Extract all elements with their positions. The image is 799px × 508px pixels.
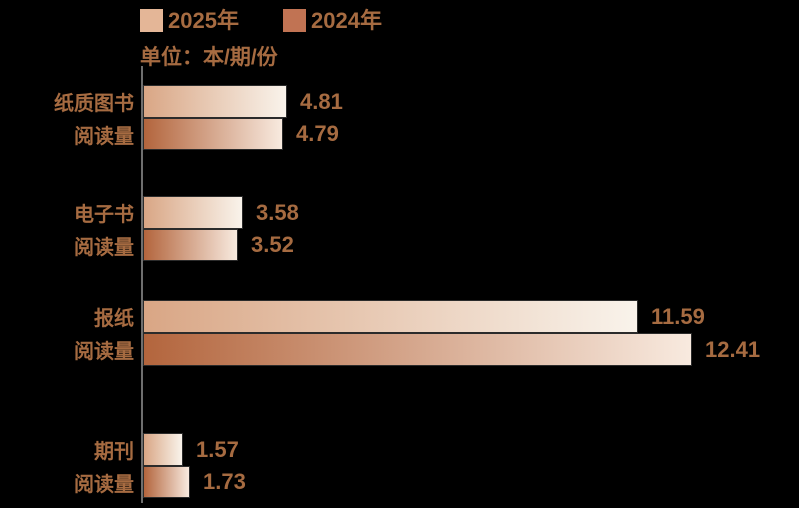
value-label-1-2025: 3.58 bbox=[256, 199, 299, 225]
value-label-1-2024: 3.52 bbox=[251, 232, 294, 257]
category-subname-2: 阅读量 bbox=[74, 341, 134, 363]
bar-row-2-2024: 12.41 bbox=[143, 333, 760, 366]
category-name-3: 期刊 bbox=[94, 441, 134, 463]
category-subname-3: 阅读量 bbox=[74, 473, 134, 496]
value-label-2-2024: 12.41 bbox=[705, 336, 761, 362]
bar-row-1-2025: 3.58 bbox=[143, 196, 299, 229]
bar-row-3-2024: 1.73 bbox=[143, 466, 246, 498]
category-label-1: 电子书 阅读量 bbox=[0, 196, 134, 261]
category-label-2: 报纸阅读量 bbox=[0, 300, 134, 366]
bar-group-3: 期刊阅读量 1.57 1.73 bbox=[0, 433, 799, 498]
unit-label: 单位：本/期/份 bbox=[140, 46, 278, 69]
bar-3-2024 bbox=[143, 466, 190, 498]
value-label-3-2024: 1.73 bbox=[203, 469, 246, 494]
bar-3-2025 bbox=[143, 433, 183, 466]
legend-swatch-2024-icon bbox=[283, 9, 306, 32]
category-label-3: 期刊阅读量 bbox=[0, 433, 134, 498]
value-label-0-2025: 4.81 bbox=[300, 88, 343, 114]
legend-item-2025: 2025年 bbox=[140, 9, 239, 32]
legend-swatch-2025-icon bbox=[140, 9, 163, 32]
value-label-0-2024: 4.79 bbox=[296, 121, 339, 146]
bar-row-3-2025: 1.57 bbox=[143, 433, 239, 466]
category-name-2: 报纸 bbox=[94, 308, 134, 330]
category-subname-1: 阅读量 bbox=[74, 236, 134, 259]
bar-1-2024 bbox=[143, 229, 238, 261]
bar-1-2025 bbox=[143, 196, 243, 229]
bar-row-0-2024: 4.79 bbox=[143, 118, 339, 150]
bar-0-2024 bbox=[143, 118, 283, 150]
bar-0-2025 bbox=[143, 85, 287, 118]
legend-item-2024: 2024年 bbox=[283, 9, 382, 32]
bar-row-1-2024: 3.52 bbox=[143, 229, 294, 261]
bar-row-2-2025: 11.59 bbox=[143, 300, 705, 333]
bar-2-2025 bbox=[143, 300, 638, 333]
value-label-3-2025: 1.57 bbox=[196, 436, 239, 462]
bar-group-1: 电子书阅读量 3.58 3.52 bbox=[0, 196, 799, 261]
bar-group-0: 纸质图书阅读量 4.81 4.79 bbox=[0, 85, 799, 150]
category-subname-0: 阅读量 bbox=[74, 125, 134, 148]
y-axis-line bbox=[141, 66, 143, 503]
bar-group-2: 报纸阅读量 11.59 12.41 bbox=[0, 300, 799, 366]
category-label-0: 纸质图书阅读量 bbox=[0, 85, 134, 150]
bar-row-0-2025: 4.81 bbox=[143, 85, 343, 118]
legend-label-2024: 2024年 bbox=[311, 8, 382, 33]
bar-2-2024 bbox=[143, 333, 692, 366]
category-name-1: 电子书 bbox=[74, 204, 134, 226]
value-label-2-2025: 11.59 bbox=[651, 303, 705, 329]
legend-label-2025: 2025年 bbox=[168, 8, 239, 33]
category-name-0: 纸质图书 bbox=[54, 93, 134, 115]
